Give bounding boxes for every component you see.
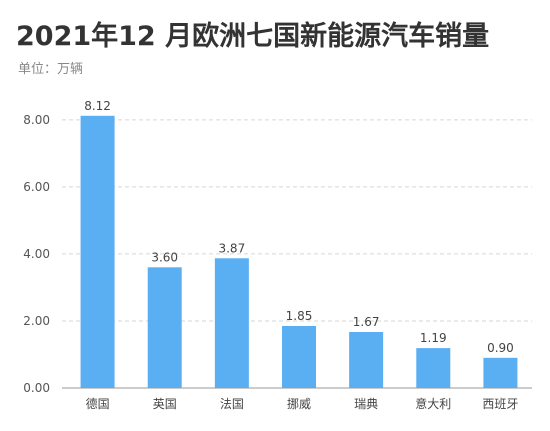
bar: [282, 325, 316, 388]
x-tick-label: 德国: [86, 396, 110, 411]
data-label: 0.90: [487, 341, 514, 355]
unit-label: 单位：万辆: [18, 62, 84, 77]
data-label: 1.67: [353, 315, 380, 329]
bar: [483, 357, 518, 388]
bar: [214, 258, 249, 388]
x-tick-label: 意大利: [415, 396, 451, 411]
y-tick-label: 8.00: [23, 113, 50, 127]
x-tick-label: 西班牙: [482, 397, 518, 411]
chart-title: 2021年12 月欧洲七国新能源汽车销量: [16, 21, 490, 52]
bar: [416, 348, 451, 388]
data-label: 1.19: [420, 331, 447, 345]
y-tick-label: 6.00: [23, 180, 50, 194]
x-tick-label: 英国: [153, 397, 177, 411]
data-label: 1.85: [286, 309, 313, 323]
data-label: 3.87: [218, 241, 245, 255]
data-label: 8.12: [84, 99, 111, 113]
bar: [80, 115, 115, 388]
x-tick-label: 法国: [220, 397, 244, 411]
data-label: 3.60: [151, 250, 178, 264]
y-tick-label: 4.00: [23, 247, 50, 261]
y-tick-label: 0.00: [23, 381, 50, 395]
bar: [349, 332, 384, 388]
bar: [147, 267, 182, 388]
y-tick-label: 2.00: [23, 314, 50, 328]
x-tick-label: 挪威: [287, 397, 311, 411]
x-tick-label: 瑞典: [354, 397, 378, 411]
